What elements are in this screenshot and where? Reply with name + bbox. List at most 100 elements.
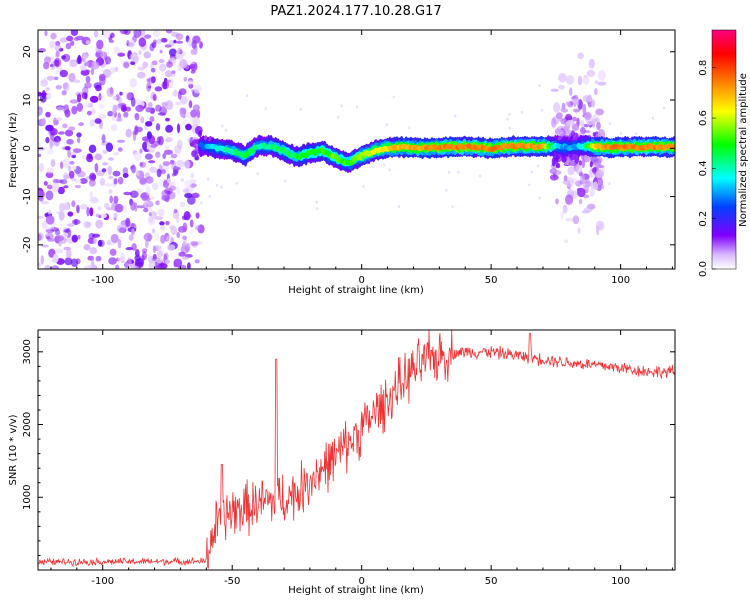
- noise-blob: [126, 39, 130, 47]
- noise-blob: [42, 220, 48, 230]
- noise-blob: [125, 217, 131, 227]
- noise-blob: [61, 55, 67, 60]
- burst-blob: [584, 74, 588, 78]
- noise-blob: [189, 219, 194, 228]
- burst-blob: [550, 174, 559, 181]
- noise-blob: [157, 208, 165, 217]
- noise-blob: [118, 227, 126, 233]
- noise-blob: [64, 257, 73, 266]
- noise-blob: [165, 235, 174, 244]
- scatter-dot: [316, 207, 319, 211]
- noise-blob: [141, 197, 151, 202]
- noise-blob: [138, 50, 142, 55]
- noise-blob: [38, 106, 43, 116]
- noise-blob: [176, 217, 180, 224]
- noise-blob: [180, 178, 184, 182]
- scatter-dot: [508, 112, 511, 116]
- noise-blob: [63, 246, 71, 251]
- noise-blob: [165, 30, 173, 34]
- noise-blob: [99, 177, 106, 186]
- noise-blob: [167, 244, 176, 251]
- burst-blob: [565, 177, 575, 188]
- scatter-dot: [651, 116, 654, 120]
- burst-blob: [580, 120, 585, 127]
- burst-blob: [551, 157, 556, 167]
- noise-blob: [164, 79, 172, 83]
- noise-blob: [129, 52, 139, 63]
- noise-blob: [89, 191, 94, 199]
- noise-blob: [177, 90, 182, 100]
- noise-blob: [184, 159, 191, 170]
- spectrogram-x-tick-label: -100: [91, 275, 114, 286]
- noise-blob: [76, 170, 86, 178]
- colorbar-tick-label: 0.2: [698, 211, 709, 227]
- noise-blob: [189, 179, 197, 184]
- noise-blob: [129, 78, 137, 88]
- noise-blob: [83, 221, 91, 229]
- noise-blob: [113, 152, 120, 156]
- scatter-dot: [457, 170, 460, 174]
- noise-blob: [89, 119, 96, 127]
- burst-blob: [582, 75, 590, 85]
- noise-blob: [39, 93, 47, 103]
- noise-blob: [46, 167, 55, 174]
- noise-blob: [101, 134, 106, 144]
- burst-blob: [578, 198, 583, 205]
- noise-blob: [115, 118, 123, 122]
- noise-blob: [152, 245, 156, 253]
- noise-blob: [89, 196, 99, 204]
- scatter-dot: [619, 132, 623, 135]
- noise-blob: [139, 148, 143, 154]
- noise-blob: [89, 207, 94, 217]
- burst-blob: [571, 190, 579, 200]
- burst-blob: [594, 80, 599, 85]
- burst-blob: [577, 187, 586, 198]
- burst-blob: [565, 101, 571, 106]
- noise-blob: [50, 32, 57, 40]
- burst-blob: [594, 88, 598, 96]
- noise-blob: [41, 117, 46, 127]
- burst-blob: [583, 124, 589, 128]
- noise-blob: [166, 61, 173, 68]
- noise-blob: [68, 72, 76, 83]
- noise-blob: [170, 159, 175, 165]
- noise-blob: [183, 76, 188, 82]
- noise-blob: [161, 102, 168, 107]
- noise-blob: [121, 105, 127, 112]
- noise-blob: [76, 204, 80, 214]
- noise-blob: [135, 258, 144, 267]
- noise-blob: [103, 30, 111, 39]
- noise-blob: [121, 203, 128, 214]
- noise-blob: [38, 233, 42, 241]
- burst-blob: [553, 102, 561, 113]
- noise-blob: [197, 130, 202, 137]
- noise-blob: [146, 131, 152, 140]
- noise-blob: [191, 39, 197, 49]
- noise-blob: [111, 112, 116, 122]
- noise-blob: [162, 153, 167, 159]
- noise-blob: [104, 202, 110, 210]
- noise-blob: [40, 79, 48, 85]
- scatter-dot: [207, 177, 210, 181]
- noise-blob: [100, 51, 107, 59]
- noise-blob: [117, 176, 124, 185]
- noise-blob: [154, 216, 164, 221]
- noise-blob: [175, 40, 184, 44]
- spectrogram-x-tick-label: 50: [485, 275, 498, 286]
- noise-blob: [91, 61, 100, 70]
- noise-blob: [151, 182, 159, 191]
- spectrogram-y-tick-label: -10: [22, 188, 33, 204]
- noise-blob: [62, 82, 68, 90]
- scatter-dot: [388, 168, 391, 172]
- burst-blob: [599, 184, 605, 190]
- noise-blob: [179, 95, 188, 105]
- noise-blob: [66, 138, 74, 145]
- burst-blob: [586, 120, 594, 126]
- noise-blob: [161, 189, 170, 199]
- noise-blob: [86, 206, 90, 217]
- noise-blob: [170, 225, 178, 235]
- noise-blob: [119, 91, 123, 96]
- noise-blob: [53, 76, 59, 81]
- noise-blob: [192, 117, 201, 126]
- noise-blob: [190, 241, 199, 246]
